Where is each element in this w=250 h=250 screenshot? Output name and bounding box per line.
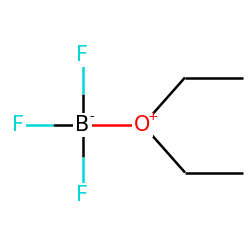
Text: +: + [148,110,158,123]
Text: B: B [76,115,90,135]
Text: F: F [76,185,88,205]
Text: O: O [134,115,151,135]
Text: F: F [12,115,24,135]
Text: F: F [76,45,88,65]
Text: -: - [90,110,94,123]
